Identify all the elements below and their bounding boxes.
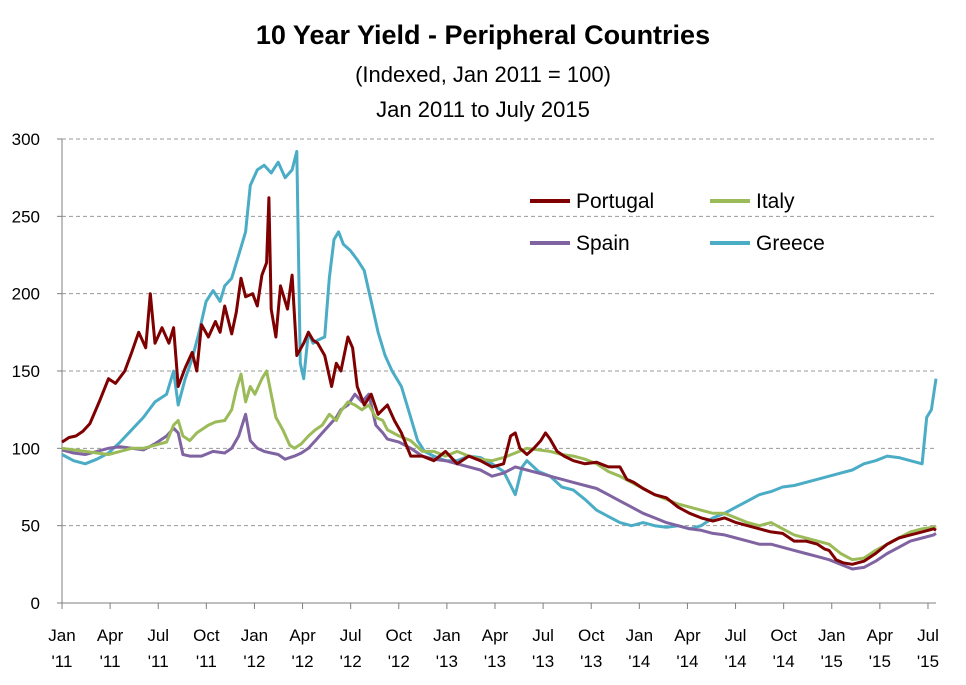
- y-tick-label: 150: [12, 362, 40, 381]
- x-tick-label-year: '13: [580, 652, 602, 671]
- x-tick-label-year: '14: [628, 652, 650, 671]
- x-tick-label-month: Jan: [818, 626, 845, 645]
- y-tick-label: 50: [21, 517, 40, 536]
- x-tick-label-month: Jan: [48, 626, 75, 645]
- x-tick-label-month: Jul: [725, 626, 747, 645]
- gridlines: [62, 138, 936, 527]
- x-tick-label-year: '15: [821, 652, 843, 671]
- x-tick-label-year: '11: [148, 652, 169, 671]
- y-tick-label: 0: [31, 594, 40, 613]
- legend-label-italy: Italy: [756, 190, 795, 213]
- legend-label-portugal: Portugal: [576, 190, 654, 213]
- x-tick-label-year: '12: [340, 652, 362, 671]
- chart-title: 10 Year Yield - Peripheral Countries: [255, 20, 711, 50]
- x-tick-label-month: Oct: [386, 626, 413, 645]
- series-lines: [61, 149, 938, 571]
- x-tick-label-month: Apr: [482, 626, 509, 645]
- x-tick-label-year: '11: [100, 652, 121, 671]
- x-tick-label-year: '15: [869, 652, 891, 671]
- legend-label-greece: Greece: [756, 232, 825, 255]
- legend-label-spain: Spain: [576, 232, 630, 255]
- x-tick-label-month: Jan: [626, 626, 653, 645]
- chart-subtitle: (Indexed, Jan 2011 = 100): [355, 62, 611, 87]
- y-tick-label: 100: [12, 439, 40, 458]
- x-tick-label-year: '12: [291, 652, 313, 671]
- x-tick-label-month: Jul: [147, 626, 169, 645]
- x-tick-label-month: Apr: [97, 626, 124, 645]
- x-tick-label-year: '11: [52, 652, 73, 671]
- x-tick-label-year: '13: [532, 652, 554, 671]
- x-tick-label-year: '13: [436, 652, 458, 671]
- x-axis-ticks: Jan '11 Apr '11 Jul '11 Oct '11 Jan '12 Apr '12 Jul '…: [48, 603, 939, 671]
- x-tick-label-year: '11: [196, 652, 217, 671]
- x-tick-label-month: Jul: [532, 626, 554, 645]
- x-tick-label-month: Jan: [433, 626, 460, 645]
- series-line-greece: [61, 149, 938, 531]
- y-axis-ticks: 0 50 100 150 200 250 300: [12, 130, 62, 613]
- x-tick-label-month: Oct: [770, 626, 797, 645]
- y-tick-label: 250: [12, 207, 40, 226]
- legend: Portugal Italy Spain Greece: [530, 190, 825, 255]
- x-tick-label-year: '15: [917, 652, 939, 671]
- x-tick-label-year: '14: [724, 652, 746, 671]
- x-tick-label-month: Oct: [193, 626, 220, 645]
- x-tick-label-month: Jul: [340, 626, 362, 645]
- y-tick-label: 300: [12, 130, 40, 149]
- x-tick-label-year: '12: [243, 652, 265, 671]
- x-tick-label-month: Oct: [578, 626, 605, 645]
- x-tick-label-year: '12: [388, 652, 410, 671]
- x-tick-label-month: Apr: [867, 626, 894, 645]
- chart-date-range: Jan 2011 to July 2015: [376, 97, 590, 122]
- x-tick-label-month: Jul: [917, 626, 939, 645]
- x-tick-label-month: Apr: [289, 626, 316, 645]
- x-tick-label-year: '13: [484, 652, 506, 671]
- x-tick-label-month: Jan: [241, 626, 268, 645]
- y-tick-label: 200: [12, 285, 40, 304]
- x-tick-label-month: Apr: [674, 626, 701, 645]
- x-tick-label-year: '14: [676, 652, 698, 671]
- x-tick-label-year: '14: [773, 652, 795, 671]
- series-line-portugal: [61, 196, 937, 566]
